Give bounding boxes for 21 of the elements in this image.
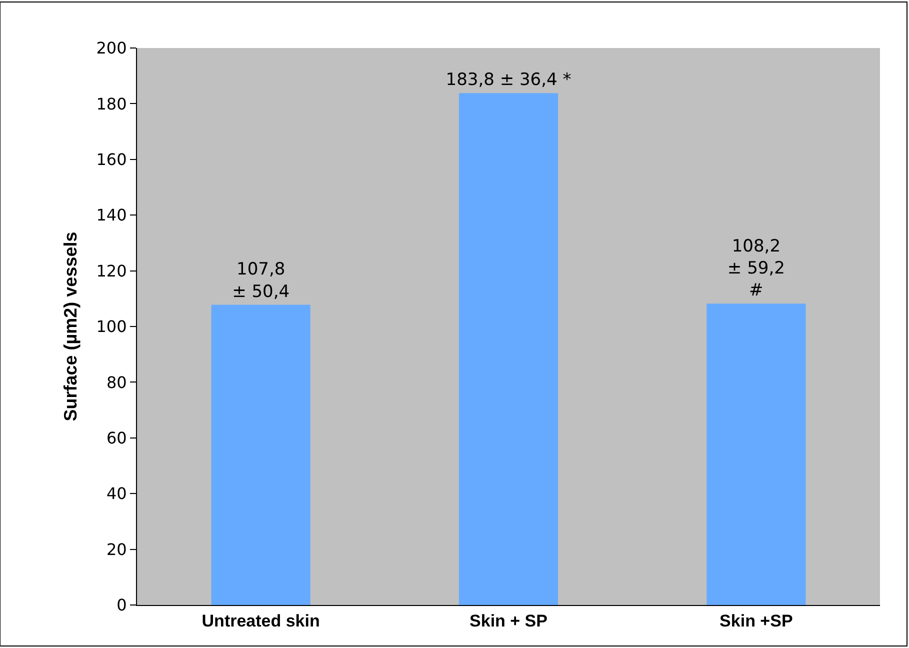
x-tick-label: Skin +SP	[720, 611, 793, 630]
data-label: 108,2 ± 59,2 #	[727, 236, 785, 301]
y-axis-title: Surface (µm2) vessels	[60, 232, 80, 422]
y-tick-label: 120	[96, 261, 127, 280]
data-label: 107,8 ± 50,4	[232, 260, 290, 302]
x-tick-label: Untreated skin	[202, 611, 320, 630]
y-tick-label: 0	[116, 596, 127, 615]
data-label: 183,8 ± 36,4 *	[446, 70, 572, 90]
x-tick-label: Skin + SP	[470, 611, 548, 630]
y-tick-label: 80	[106, 372, 127, 392]
bar	[706, 304, 806, 605]
y-tick-label: 200	[96, 38, 127, 58]
bar	[211, 304, 310, 605]
y-tick-label: 180	[96, 94, 127, 114]
y-tick-label: 160	[96, 150, 127, 169]
y-tick-label: 100	[96, 317, 127, 336]
y-tick-label: 140	[96, 206, 127, 225]
y-tick-label: 60	[106, 428, 127, 448]
y-tick-label: 20	[106, 540, 127, 559]
y-tick-label: 40	[106, 484, 127, 504]
bar	[458, 93, 558, 605]
